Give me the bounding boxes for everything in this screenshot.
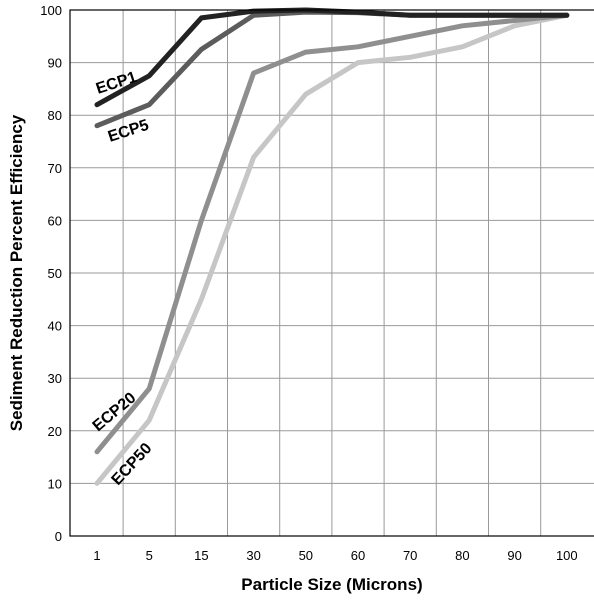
x-tick-label: 100 — [556, 548, 578, 563]
y-tick-label: 80 — [48, 108, 62, 123]
y-tick-label: 50 — [48, 266, 62, 281]
x-tick-label: 60 — [351, 548, 365, 563]
y-tick-label: 20 — [48, 424, 62, 439]
y-tick-label: 40 — [48, 319, 62, 334]
series-lines — [94, 7, 570, 486]
y-tick-label: 60 — [48, 213, 62, 228]
y-tick-label: 30 — [48, 371, 62, 386]
x-tick-label: 90 — [507, 548, 521, 563]
y-tick-label: 70 — [48, 161, 62, 176]
x-axis-title: Particle Size (Microns) — [241, 575, 422, 594]
series-line-ecp50 — [94, 12, 570, 486]
series-line-ecp20 — [94, 12, 570, 455]
x-tick-label: 80 — [455, 548, 469, 563]
x-tick-label: 70 — [403, 548, 417, 563]
y-tick-label: 90 — [48, 56, 62, 71]
y-tick-label: 10 — [48, 476, 62, 491]
y-axis-title: Sediment Reduction Percent Efficiency — [7, 114, 26, 431]
x-tick-label: 15 — [194, 548, 208, 563]
y-tick-label: 100 — [40, 3, 62, 18]
x-tick-label: 50 — [299, 548, 313, 563]
y-tick-label: 0 — [55, 529, 62, 544]
plot-frame — [69, 9, 594, 537]
x-tick-label: 1 — [93, 548, 100, 563]
x-tick-label: 5 — [146, 548, 153, 563]
x-tick-label: 30 — [246, 548, 260, 563]
series-line-ecp1 — [94, 7, 570, 108]
